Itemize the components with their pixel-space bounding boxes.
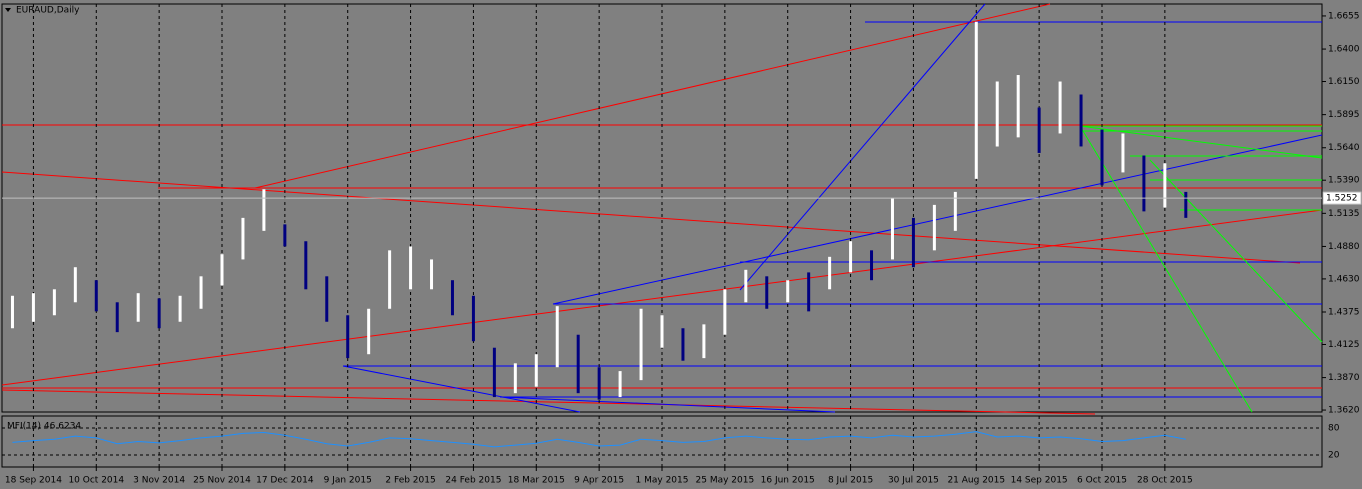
x-tick-label: 28 Oct 2015 [1137,476,1193,486]
chart-title: EURAUD,Daily [16,6,80,16]
menu-arrow[interactable] [5,8,11,12]
y-tick-label: 1.4630 [1328,274,1360,284]
y-tick-label: 1.6400 [1328,45,1360,55]
x-tick-label: 25 May 2015 [696,476,755,486]
x-tick-label: 25 Nov 2014 [193,476,251,486]
current-price-box [1322,191,1362,205]
x-tick-label: 6 Oct 2015 [1077,476,1127,486]
x-tick-label: 18 Sep 2014 [5,476,62,486]
mfi-line [12,431,1186,448]
x-tick-label: 17 Dec 2014 [256,476,314,486]
x-tick-label: 16 Jun 2015 [761,476,815,486]
trend-line [342,365,581,413]
y-tick-label: 1.4375 [1328,308,1360,318]
trend-line [254,3,1051,189]
trend-line [1,171,1301,264]
y-tick-label: 1.5640 [1328,143,1360,153]
x-tick-label: 24 Feb 2015 [445,476,501,486]
x-tick-label: 2 Feb 2015 [385,476,435,486]
x-tick-label: 3 Nov 2014 [133,476,185,486]
y-tick-label: 80 [1328,424,1340,434]
trend-line [552,134,1323,305]
trend-line [739,3,986,291]
y-tick-label: 1.3620 [1328,406,1360,416]
x-tick-label: 21 Aug 2015 [947,476,1005,486]
y-tick-label: 1.6150 [1328,77,1360,87]
x-tick-label: 1 May 2015 [636,476,689,486]
trend-line [1079,125,1323,159]
y-tick-label: 1.4880 [1328,242,1360,252]
y-tick-label: 1.5895 [1328,110,1360,120]
x-tick-label: 9 Apr 2015 [574,476,624,486]
x-tick-label: 8 Jul 2015 [828,476,873,486]
y-tick-label: 1.5390 [1328,176,1360,186]
trend-line [499,396,836,413]
trend-line [1149,159,1323,343]
x-tick-label: 14 Sep 2015 [1011,476,1068,486]
y-tick-label: 1.5135 [1328,209,1360,219]
mfi-title: MFI(14) 46.6234 [7,422,81,432]
y-tick-label: 1.4125 [1328,340,1360,350]
x-tick-label: 10 Oct 2014 [68,476,124,486]
y-tick-label: 1.3870 [1328,373,1360,383]
trend-line [1,389,1096,415]
y-tick-label: 20 [1328,451,1340,461]
trend-line [1079,125,1253,413]
x-tick-label: 9 Jan 2015 [324,476,372,486]
current-price-label: 1.5252 [1326,194,1358,204]
x-tick-label: 30 Jul 2015 [888,476,939,486]
x-tick-label: 18 Mar 2015 [508,476,565,486]
trend-lines [1,3,1323,415]
y-tick-label: 1.6655 [1328,11,1360,21]
